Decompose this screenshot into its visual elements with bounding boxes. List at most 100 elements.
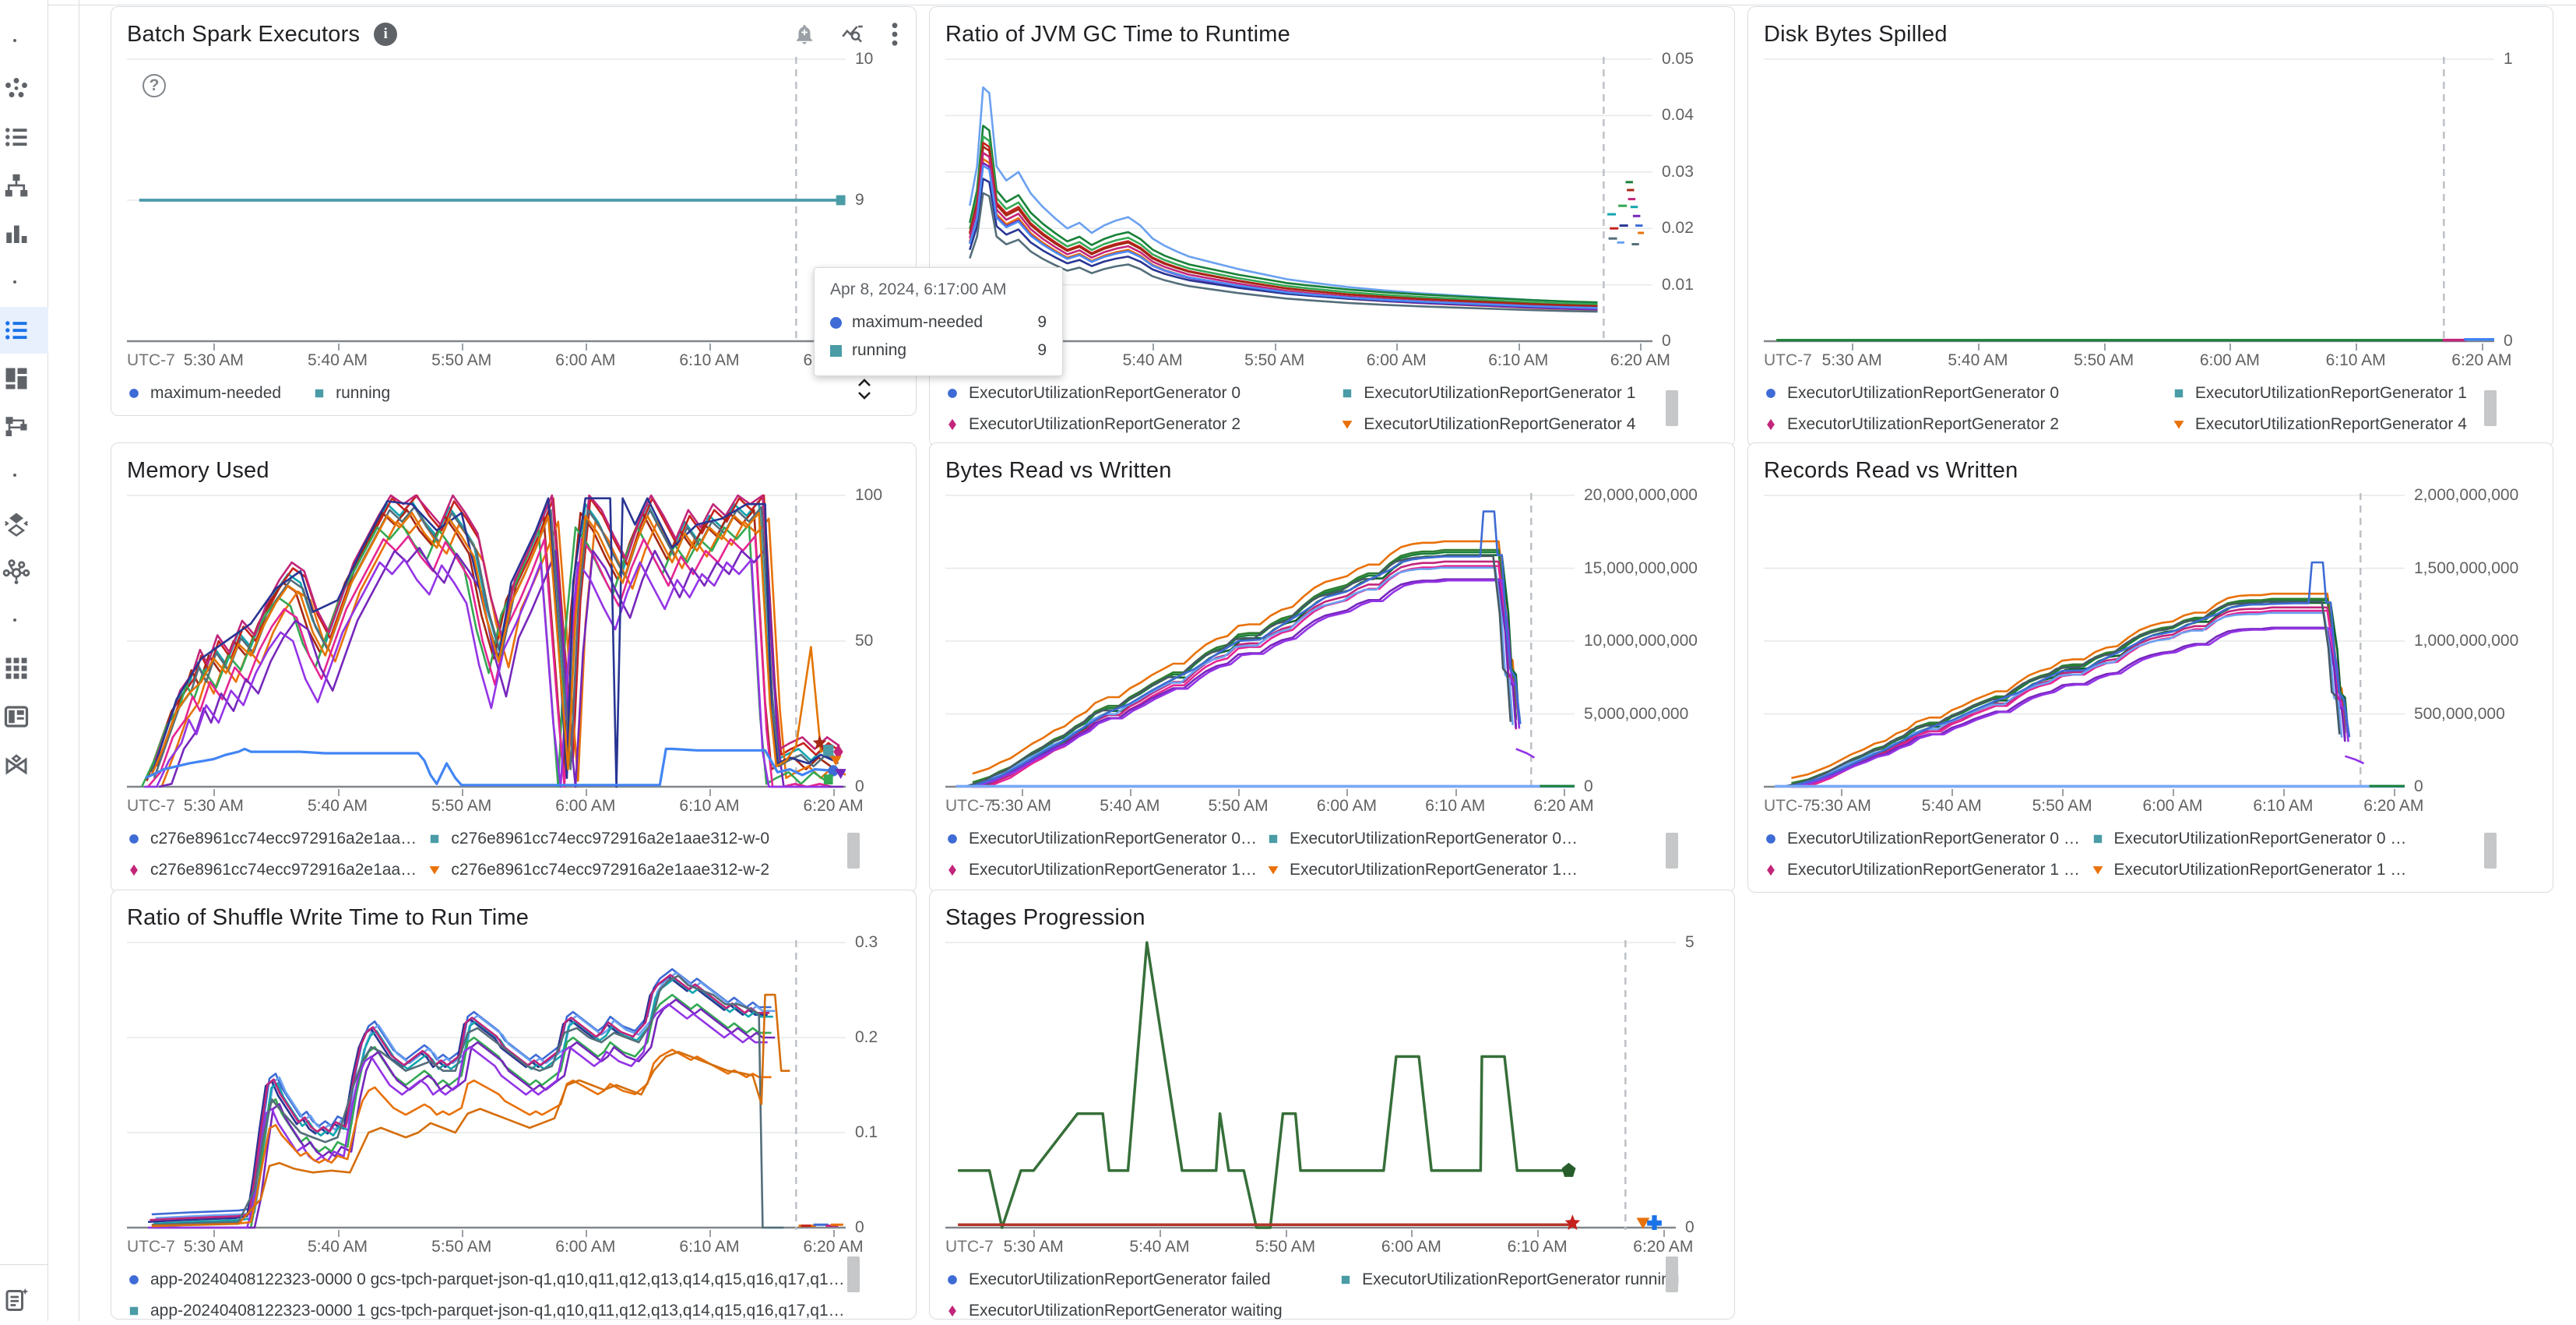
dot-icon xyxy=(9,469,21,481)
legend-item[interactable]: ExecutorUtilizationReportGenerator 1 xyxy=(1340,379,1659,407)
legend-item[interactable]: app-20240408122323-0000 0 gcs-tpch-parqu… xyxy=(127,1266,846,1294)
legend-item[interactable]: ExecutorUtilizationReportGenerator 4 xyxy=(1340,411,1659,439)
x-tick-mark xyxy=(1841,789,1842,796)
sidebar-item-hub[interactable] xyxy=(0,548,48,595)
legend-item[interactable]: c276e8961cc74ecc972916a2e1aae312-w-2 xyxy=(428,856,852,884)
x-tick-label: 6:00 AM xyxy=(1381,1238,1441,1256)
legend-item[interactable]: ExecutorUtilizationReportGenerator 1 wri… xyxy=(2091,856,2412,884)
legend-item[interactable]: running xyxy=(312,379,390,407)
y-tick-label: 0 xyxy=(1662,332,1671,351)
legend-item[interactable]: ExecutorUtilizationReportGenerator 0 rea… xyxy=(1764,825,2085,853)
sidebar-item-schema[interactable] xyxy=(0,403,48,450)
table-icon xyxy=(2,703,30,731)
legend: ExecutorUtilizationReportGenerator 0 rea… xyxy=(1764,825,2405,884)
x-tick-mark xyxy=(1537,1230,1539,1237)
timezone-label: UTC-7 xyxy=(1764,351,1812,370)
legend-scrollbar[interactable] xyxy=(2484,390,2497,426)
y-tick-label: 0.04 xyxy=(1662,106,1694,125)
sidebar-item-dashboard[interactable] xyxy=(0,355,48,402)
legend-label: ExecutorUtilizationReportGenerator 0 wri… xyxy=(2114,830,2412,848)
sidebar-item-grid[interactable] xyxy=(0,645,48,692)
sidebar-item-bar-chart[interactable] xyxy=(0,210,48,257)
y-tick-label: 1,000,000,000 xyxy=(2414,632,2518,650)
sidebar-item-dot[interactable] xyxy=(0,597,48,643)
x-tick-mark xyxy=(1640,344,1642,351)
legend-item[interactable]: c276e8961cc74ecc972916a2e1aae312-m xyxy=(127,825,421,853)
x-tick-label: 5:50 AM xyxy=(431,1238,491,1256)
y-tick-label: 1,500,000,000 xyxy=(2414,559,2518,578)
x-tick-label: 5:40 AM xyxy=(308,1238,368,1256)
legend-item[interactable]: ExecutorUtilizationReportGenerator 0 wri… xyxy=(1266,825,1581,853)
sidebar-item-cluster[interactable] xyxy=(0,65,48,112)
legend: app-20240408122323-0000 0 gcs-tpch-parqu… xyxy=(127,1266,846,1325)
expand-collapse-chevrons[interactable] xyxy=(853,374,875,409)
y-tick-label: 0.1 xyxy=(855,1123,878,1142)
legend-label: ExecutorUtilizationReportGenerator 0 rea… xyxy=(1787,830,2085,848)
chart-title: Ratio of JVM GC Time to Runtime xyxy=(945,22,1290,48)
x-tick-label: 5:50 AM xyxy=(1255,1238,1315,1256)
legend-item[interactable]: ExecutorUtilizationReportGenerator 0 wri… xyxy=(2091,825,2412,853)
sidebar-item-dot[interactable] xyxy=(0,17,48,64)
legend-item[interactable]: ExecutorUtilizationReportGenerator 1 rea… xyxy=(945,856,1260,884)
legend-item[interactable]: ExecutorUtilizationReportGenerator 1 xyxy=(2172,379,2500,407)
legend-item[interactable]: ExecutorUtilizationReportGenerator runni… xyxy=(1339,1266,1682,1294)
legend-item[interactable]: ExecutorUtilizationReportGenerator 1 wri… xyxy=(1266,856,1581,884)
legend-label: c276e8961cc74ecc972916a2e1aae312-w-1 xyxy=(150,861,421,879)
info-icon[interactable]: i xyxy=(374,23,397,46)
legend-label: maximum-needed xyxy=(150,384,281,403)
explore-chart-icon[interactable] xyxy=(839,21,866,48)
sidebar-item-notes[interactable] xyxy=(0,1276,48,1323)
timezone-label: UTC-7 xyxy=(127,351,175,370)
legend-item[interactable]: ExecutorUtilizationReportGenerator 2 xyxy=(1764,411,2166,439)
tooltip-row: running 9 xyxy=(830,337,1047,365)
sidebar-item-dot[interactable] xyxy=(0,452,48,499)
sidebar-item-dot[interactable] xyxy=(0,259,48,305)
legend-label: running xyxy=(336,384,390,403)
legend-item[interactable]: ExecutorUtilizationReportGenerator 1 rea… xyxy=(1764,856,2085,884)
x-tick-mark xyxy=(338,1230,340,1237)
legend-scrollbar[interactable] xyxy=(847,1256,860,1292)
sidebar-item-layers[interactable] xyxy=(0,500,48,547)
kebab-menu-icon[interactable] xyxy=(889,21,900,48)
legend-scrollbar[interactable] xyxy=(1666,390,1678,426)
legend-item[interactable]: ExecutorUtilizationReportGenerator 4 xyxy=(2172,411,2500,439)
x-tick-mark xyxy=(833,1230,835,1237)
tooltip-row: maximum-needed 9 xyxy=(830,308,1047,337)
timezone-label: UTC-7 xyxy=(945,797,994,816)
y-tick-label: 2,000,000,000 xyxy=(2414,486,2518,505)
legend-item[interactable]: c276e8961cc74ecc972916a2e1aae312-w-0 xyxy=(428,825,852,853)
legend-scrollbar[interactable] xyxy=(2484,833,2497,869)
sidebar-item-table[interactable] xyxy=(0,693,48,740)
plot-area xyxy=(945,940,1676,1230)
legend-item[interactable]: ExecutorUtilizationReportGenerator 0 xyxy=(1764,379,2166,407)
sidebar-item-ribbon[interactable] xyxy=(0,742,48,788)
legend-scrollbar[interactable] xyxy=(1666,1256,1678,1292)
legend-item[interactable]: ExecutorUtilizationReportGenerator 2 xyxy=(945,411,1334,439)
legend-item[interactable]: ExecutorUtilizationReportGenerator faile… xyxy=(945,1266,1332,1294)
x-tick-mark xyxy=(709,344,711,351)
notes-icon xyxy=(2,1285,30,1313)
legend-scrollbar[interactable] xyxy=(847,833,860,869)
x-tick-mark xyxy=(2482,344,2483,351)
legend-item[interactable]: maximum-needed xyxy=(127,379,281,407)
sidebar-item-list[interactable] xyxy=(0,114,48,160)
sidebar-item-list-selected[interactable] xyxy=(0,307,48,354)
legend-item[interactable]: c276e8961cc74ecc972916a2e1aae312-w-1 xyxy=(127,856,421,884)
x-tick-label: 5:30 AM xyxy=(184,351,244,370)
x-tick-label: 6:10 AM xyxy=(1425,797,1485,816)
collapsed-panel xyxy=(48,0,79,1321)
x-tick-label: 5:40 AM xyxy=(1922,797,1982,816)
legend-item[interactable]: ExecutorUtilizationReportGenerator 0 rea… xyxy=(945,825,1260,853)
legend-item[interactable]: ExecutorUtilizationReportGenerator 0 xyxy=(945,379,1334,407)
sidebar-item-tree[interactable] xyxy=(0,162,48,209)
cluster-icon xyxy=(2,75,30,103)
y-tick-label: 1 xyxy=(2504,50,2513,69)
add-alert-bell-icon[interactable] xyxy=(793,23,816,46)
legend-scrollbar[interactable] xyxy=(1666,833,1678,869)
